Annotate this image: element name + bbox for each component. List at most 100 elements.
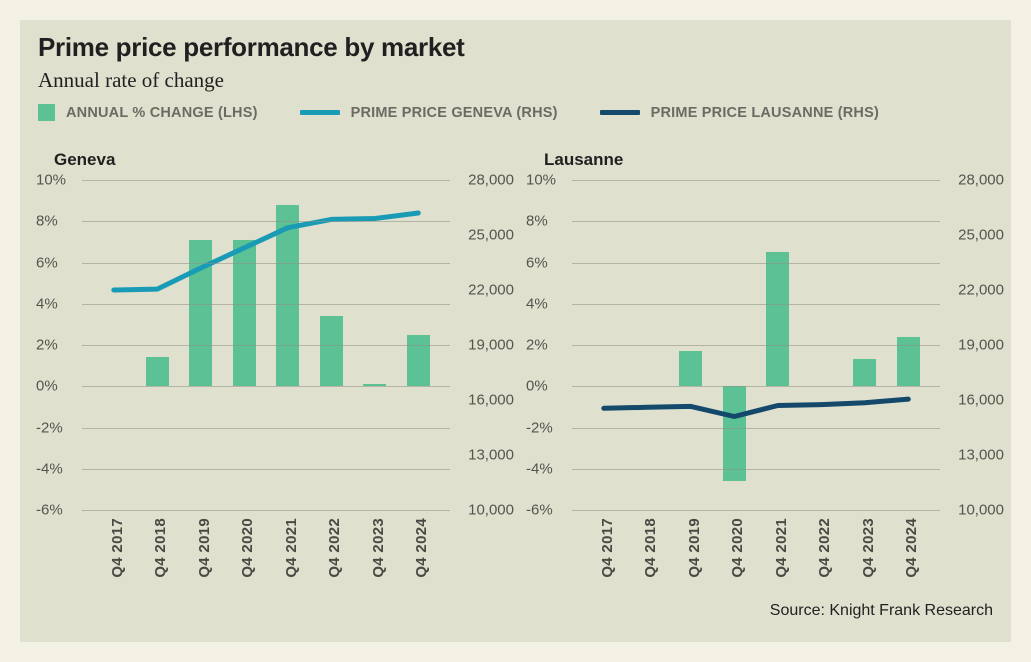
y-axis-right-geneva: 28,000 25,000 22,000 19,000 16,000 13,000 10,0… — [440, 172, 514, 519]
x-tick-label: Q4 2024 — [903, 518, 921, 578]
y-tick-left: -2% — [36, 419, 63, 436]
y-tick-left: 2% — [526, 336, 548, 354]
bar-series-geneva — [92, 180, 440, 510]
legend-item-geneva: PRIME PRICE GENEVA (RHS) — [299, 104, 558, 121]
y-tick-left: -6% — [36, 501, 63, 519]
x-tick-label: Q4 2022 — [326, 518, 344, 578]
bar — [276, 204, 300, 387]
y-tick-left: -6% — [526, 501, 553, 519]
x-axis-geneva: Q4 2017 Q4 2018 Q4 2019 Q4 2020 Q4 2021 Q4 20… — [92, 518, 440, 618]
gridline — [82, 180, 450, 181]
x-tick-label: Q4 2021 — [282, 518, 300, 578]
chart-panel: Prime price performance by market Annual… — [20, 20, 1011, 642]
y-tick-right: 13,000 — [468, 446, 514, 464]
chart-title-geneva: Geneva — [54, 150, 116, 169]
legend-label-geneva: PRIME PRICE GENEVA (RHS) — [350, 104, 558, 121]
y-tick-right: 25,000 — [958, 226, 1004, 244]
y-tick-right: 25,000 — [468, 226, 514, 244]
page-title: Prime price performance by market — [38, 32, 465, 62]
gridline — [82, 345, 450, 346]
line-series-lausanne — [601, 396, 911, 419]
y-tick-right: 10,000 — [468, 501, 514, 519]
y-tick-left: 0% — [526, 377, 548, 395]
y-tick-right: 19,000 — [468, 336, 514, 354]
bar — [363, 384, 387, 387]
x-tick-label: Q4 2020 — [239, 518, 257, 578]
plot-area-geneva — [82, 180, 450, 511]
bar — [766, 252, 790, 387]
x-tick-label: Q4 2017 — [108, 518, 126, 578]
gridline — [82, 221, 450, 223]
x-tick-label: Q4 2024 — [413, 518, 431, 578]
x-tick-label: Q4 2017 — [598, 518, 616, 578]
bar — [319, 316, 343, 387]
gridline — [82, 262, 450, 264]
y-axis-left-lausanne: 10% 8% 6% 4% 2% 0% -2% -4% -6% — [524, 172, 582, 519]
y-tick-left: 8% — [36, 212, 58, 230]
y-tick-right: 16,000 — [468, 391, 514, 409]
chart-geneva: Geneva 10% 8% 6% 4% 2% 0% -2% -4% -6% 28,000 25,0… — [34, 150, 514, 620]
y-tick-left: 10% — [36, 171, 67, 189]
bar — [853, 359, 877, 387]
y-tick-right: 19,000 — [958, 336, 1004, 354]
bar — [145, 357, 169, 387]
gridline — [572, 386, 940, 388]
y-tick-left: 8% — [526, 212, 548, 230]
y-tick-right: 28,000 — [958, 171, 1004, 189]
legend-item-annual-change: ANNUAL % CHANGE (LHS) — [38, 104, 258, 121]
line-path — [111, 210, 421, 293]
y-tick-left: -2% — [526, 419, 553, 436]
bar — [406, 334, 430, 387]
source-note: Source: Knight Frank Research — [769, 602, 993, 619]
line-path — [601, 396, 911, 419]
y-tick-left: -4% — [526, 460, 553, 478]
x-tick-label: Q4 2018 — [642, 518, 660, 578]
x-tick-label: Q4 2018 — [152, 518, 170, 578]
gridline — [572, 180, 940, 181]
bar — [722, 386, 746, 482]
y-tick-left: 10% — [526, 171, 557, 189]
legend-line-icon-geneva — [299, 110, 340, 115]
legend-item-lausanne: PRIME PRICE LAUSANNE (RHS) — [599, 104, 879, 121]
gridline — [82, 468, 450, 470]
x-tick-label: Q4 2022 — [816, 518, 834, 578]
x-tick-label: Q4 2023 — [859, 518, 877, 578]
legend-swatch-icon — [38, 104, 55, 121]
chart-legend: ANNUAL % CHANGE (LHS) PRIME PRICE GENEVA… — [38, 104, 921, 121]
y-tick-left: -4% — [36, 460, 63, 478]
x-tick-label: Q4 2023 — [369, 518, 387, 578]
plot-area-lausanne — [572, 180, 940, 511]
chart-title-lausanne: Lausanne — [544, 150, 624, 169]
gridline — [82, 427, 450, 429]
gridline — [572, 303, 940, 305]
legend-label-annual-change: ANNUAL % CHANGE (LHS) — [66, 104, 258, 121]
x-tick-label: Q4 2019 — [685, 518, 703, 578]
chart-lausanne: Lausanne 10% 8% 6% 4% 2% 0% -2% -4% -6% 28,000 25… — [524, 150, 1004, 620]
y-tick-left: 0% — [36, 377, 58, 395]
gridline — [82, 303, 450, 305]
gridline — [572, 510, 940, 511]
page-subtitle: Annual rate of change — [38, 68, 224, 92]
y-tick-left: 2% — [36, 336, 58, 354]
line-series-geneva — [111, 210, 421, 293]
bar — [232, 239, 256, 387]
y-tick-left: 4% — [526, 295, 548, 313]
x-tick-label: Q4 2020 — [729, 518, 747, 578]
bar — [896, 336, 920, 387]
y-tick-left: 6% — [36, 254, 58, 271]
gridline — [82, 510, 450, 511]
x-tick-label: Q4 2021 — [772, 518, 790, 578]
y-tick-right: 13,000 — [958, 446, 1004, 464]
gridline — [82, 386, 450, 388]
y-tick-right: 22,000 — [468, 281, 514, 299]
gridline — [572, 468, 940, 470]
y-tick-right: 28,000 — [468, 171, 514, 189]
x-tick-label: Q4 2019 — [195, 518, 213, 578]
y-tick-right: 22,000 — [958, 281, 1004, 299]
y-axis-left-geneva: 10% 8% 6% 4% 2% 0% -2% -4% -6% — [34, 172, 92, 519]
legend-label-lausanne: PRIME PRICE LAUSANNE (RHS) — [650, 104, 879, 121]
y-tick-left: 4% — [36, 295, 58, 313]
bar-series-lausanne — [582, 180, 930, 510]
y-tick-right: 10,000 — [958, 501, 1004, 519]
y-axis-right-lausanne: 28,000 25,000 22,000 19,000 16,000 13,000 10,0… — [930, 172, 1004, 519]
